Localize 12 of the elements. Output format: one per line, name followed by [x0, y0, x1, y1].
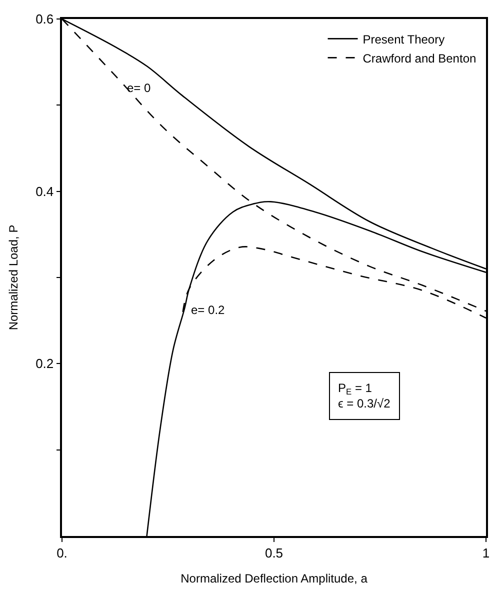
y-axis-title: Normalized Load, P: [6, 224, 20, 330]
x-tick-label: 0.5: [264, 545, 284, 560]
x-axis-title: Normalized Deflection Amplitude, a: [180, 572, 368, 586]
legend-label: Crawford and Benton: [362, 51, 476, 66]
y-tick-label: 0.6: [36, 12, 54, 27]
annotation: e= 0.2: [191, 303, 226, 317]
annotation: P$_{E}$ = 1 ϵ = 0.3/√2: [338, 381, 391, 411]
x-tick-label: 0.: [56, 545, 68, 560]
legend-label: Present Theory: [362, 32, 445, 46]
y-tick-label: 0.4: [36, 184, 54, 199]
x-tick-label: 1: [482, 545, 490, 560]
y-tick-label: 0.2: [36, 356, 54, 372]
